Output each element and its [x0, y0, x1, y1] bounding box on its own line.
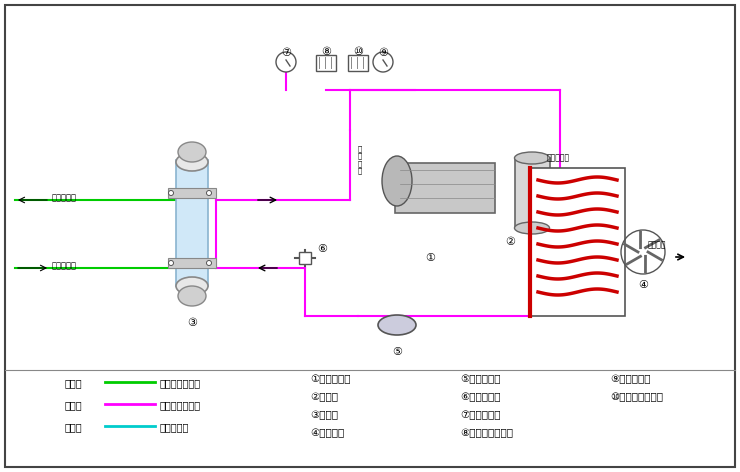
- Text: 载冷剂流入: 载冷剂流入: [52, 261, 77, 270]
- Text: 蓝色线: 蓝色线: [65, 422, 83, 432]
- Bar: [168, 258, 216, 268]
- Text: 绿色线: 绿色线: [65, 378, 83, 388]
- Circle shape: [206, 191, 212, 195]
- Text: ⑩高压压力控制器: ⑩高压压力控制器: [610, 392, 663, 402]
- Ellipse shape: [382, 156, 412, 206]
- Text: ⑨高压压力表: ⑨高压压力表: [610, 374, 650, 384]
- Bar: [168, 188, 216, 198]
- Text: ⑩: ⑩: [353, 47, 363, 57]
- Ellipse shape: [378, 315, 416, 335]
- Text: ②: ②: [505, 237, 515, 247]
- Text: ④冷却风扇: ④冷却风扇: [310, 428, 344, 438]
- Text: 载冷剂出口: 载冷剂出口: [52, 193, 77, 202]
- Text: ⑧低压压力控制器: ⑧低压压力控制器: [460, 428, 513, 438]
- Text: ⑦低压压力表: ⑦低压压力表: [460, 410, 500, 420]
- Text: 红色线: 红色线: [65, 400, 83, 410]
- Text: ⑤干燥过滤器: ⑤干燥过滤器: [460, 374, 500, 384]
- Bar: [348, 55, 368, 71]
- Circle shape: [276, 52, 296, 72]
- Text: ⑨: ⑨: [378, 48, 388, 58]
- Text: 风冷凝向: 风冷凝向: [648, 240, 667, 249]
- Circle shape: [169, 191, 173, 195]
- Ellipse shape: [514, 152, 550, 164]
- Text: ③: ③: [187, 318, 197, 328]
- Text: ②冷凝器: ②冷凝器: [310, 392, 338, 402]
- Circle shape: [373, 52, 393, 72]
- Text: ⑦: ⑦: [281, 48, 291, 58]
- Text: 高
压
排
气: 高 压 排 气: [358, 145, 362, 175]
- Circle shape: [169, 261, 173, 265]
- Text: ④: ④: [638, 280, 648, 290]
- Bar: [395, 163, 495, 213]
- Text: 高压排气管: 高压排气管: [547, 153, 570, 162]
- Ellipse shape: [178, 286, 206, 306]
- Bar: [316, 55, 336, 71]
- Bar: [515, 158, 550, 228]
- Ellipse shape: [176, 277, 208, 295]
- Ellipse shape: [178, 142, 206, 162]
- Bar: [530, 168, 625, 316]
- Text: 载冷剂循环回路: 载冷剂循环回路: [160, 378, 201, 388]
- Text: ⑥供液膨胀阀: ⑥供液膨胀阀: [460, 392, 500, 402]
- Text: ①螺杆压缩机: ①螺杆压缩机: [310, 374, 351, 384]
- Text: ⑤: ⑤: [392, 347, 402, 357]
- Ellipse shape: [176, 153, 208, 171]
- Text: ⑥: ⑥: [317, 244, 327, 254]
- Ellipse shape: [514, 222, 550, 234]
- Text: 水循环回路: 水循环回路: [160, 422, 189, 432]
- Bar: [176, 160, 208, 286]
- Circle shape: [206, 261, 212, 265]
- Text: ③蒸发器: ③蒸发器: [310, 410, 338, 420]
- Text: 制冷剂循环回路: 制冷剂循环回路: [160, 400, 201, 410]
- Text: ①: ①: [425, 253, 435, 263]
- Text: ⑧: ⑧: [321, 47, 331, 57]
